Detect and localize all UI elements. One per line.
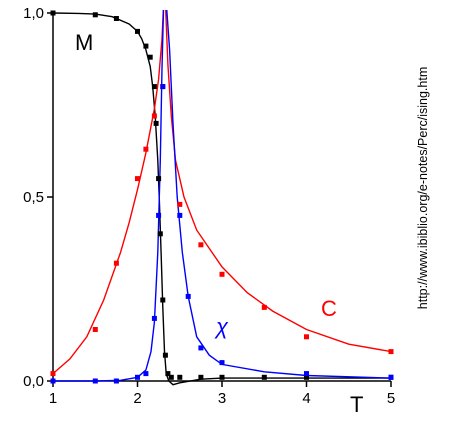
point-m-6 [151,84,157,90]
point-m-12 [165,371,171,377]
axis-tick-labels: 1 2 3 4 5 0,0 0,5 1,0 [23,5,395,407]
point-m-14 [177,374,183,380]
point-chi-3 [135,374,140,380]
series-label-m: M [75,30,93,55]
point-m-17 [261,374,267,380]
point-m-3 [135,28,140,34]
point-c-1 [92,327,98,332]
point-c-10 [261,304,267,310]
point-m-9 [157,231,163,237]
source-url-text: http://www.ibiblio.org/e-notes/Perc/isin… [416,66,430,310]
point-m-13 [168,374,174,380]
point-c-3 [135,176,140,182]
x-axis-title: T [350,392,363,417]
series-markers [50,10,394,384]
y-tick-label-1: 0,5 [23,189,44,206]
point-m-7 [153,120,159,126]
point-m-4 [143,43,149,49]
point-chi-5 [151,315,157,321]
point-m-15 [198,374,204,380]
point-chi-12 [304,371,309,377]
x-tick-label-1: 2 [133,390,141,407]
point-c-2 [113,260,119,266]
point-chi-4 [143,371,149,377]
point-m-18 [304,374,309,380]
point-chi-13 [388,374,394,380]
plot-area: 1 2 3 4 5 0,0 0,5 1,0 M χ C T [23,5,395,417]
series-curves [52,10,392,386]
point-c-12 [388,349,394,355]
point-c-4 [143,146,149,152]
point-m-11 [162,352,168,358]
point-m-5 [147,54,153,60]
point-chi-6 [156,212,162,218]
x-tick-label-0: 1 [49,390,57,407]
point-c-11 [304,334,309,340]
point-c-0 [50,371,56,377]
point-m-8 [156,176,162,182]
series-line-m [52,12,391,386]
point-chi-2 [113,378,119,384]
point-chi-1 [92,378,98,384]
x-tick-label-3: 4 [302,390,310,407]
x-tick-label-4: 5 [387,390,395,407]
x-tick-label-2: 3 [218,390,226,407]
point-chi-10 [198,345,204,351]
point-c-9 [219,271,225,277]
series-line-c [52,10,392,375]
point-chi-0 [50,378,56,384]
point-chi-9 [185,293,191,299]
series-label-chi: χ [214,314,229,339]
point-chi-7 [160,84,166,90]
point-m-0 [50,10,56,16]
point-m-16 [219,374,225,380]
point-chi-8 [177,212,183,218]
point-chi-11 [219,360,225,366]
point-c-7 [177,201,183,207]
y-tick-label-2: 1,0 [23,5,44,22]
point-m-1 [92,12,98,18]
point-c-8 [198,242,204,248]
point-m-2 [113,16,119,21]
point-c-5 [151,113,157,119]
series-label-c: C [321,296,337,321]
series-line-chi [53,10,392,382]
y-tick-label-0: 0,0 [23,373,44,390]
point-m-10 [160,297,166,303]
